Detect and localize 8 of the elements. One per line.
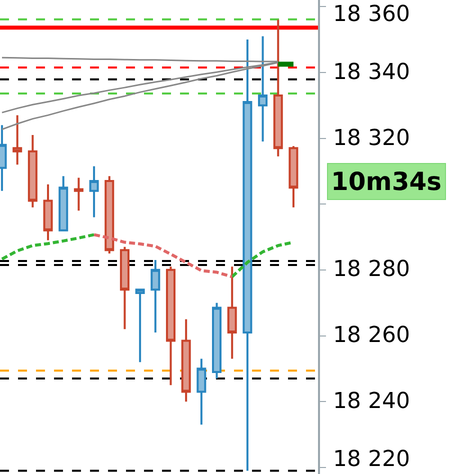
y-tick-label: 18 240 — [333, 389, 410, 414]
text: 10m34s — [331, 167, 442, 196]
y-tick-label: 18 260 — [333, 323, 410, 348]
y-tick-label: 18 280 — [333, 257, 410, 282]
y-tick-label: 18 220 — [333, 447, 410, 472]
y-tick-label: 18 320 — [333, 126, 410, 151]
y-tick-label: 18 360 — [333, 2, 410, 27]
y-tick-label: 18 340 — [333, 60, 410, 85]
